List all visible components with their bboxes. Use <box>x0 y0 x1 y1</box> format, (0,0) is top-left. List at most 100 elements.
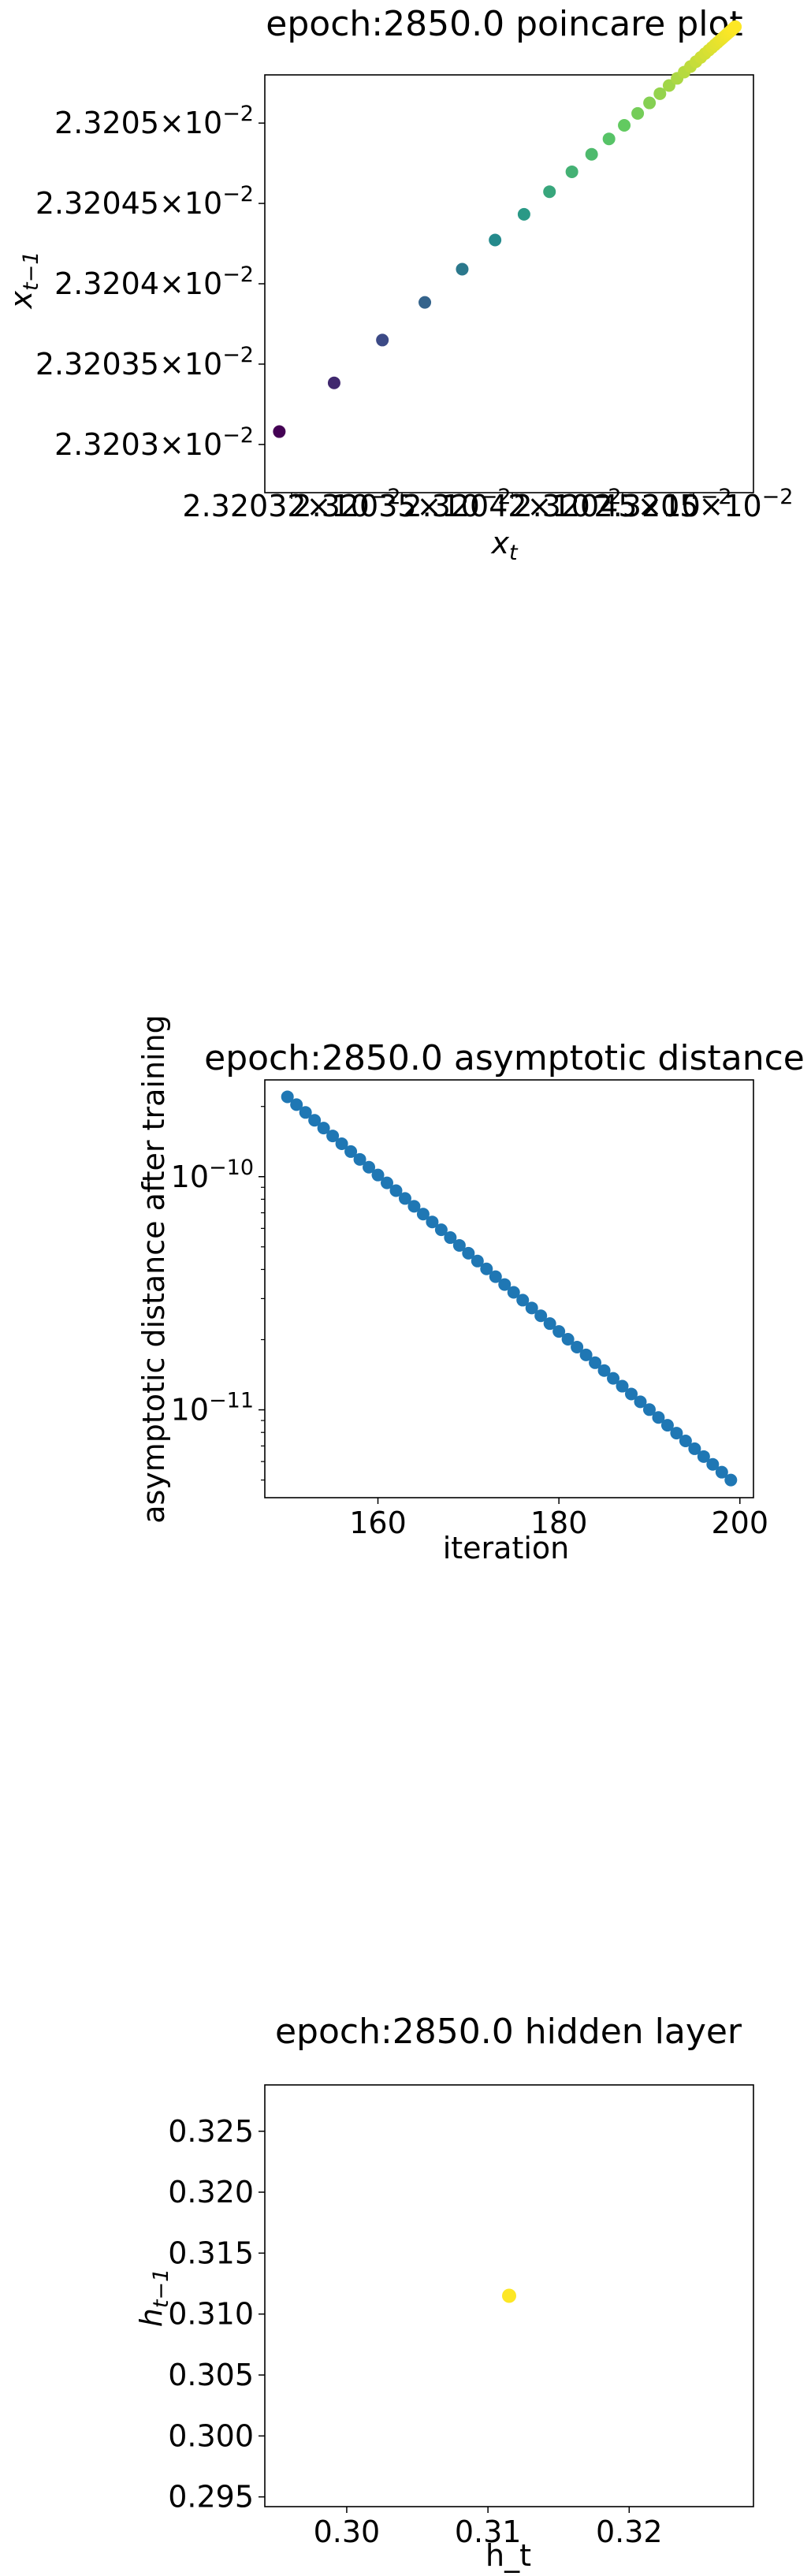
asymptotic-point <box>416 1208 430 1221</box>
poincare-point <box>631 106 645 120</box>
hidden-layer-x-tick-label: 0.31 <box>455 2515 522 2549</box>
poincare-point <box>643 96 657 110</box>
asymptotic-point <box>335 1137 348 1150</box>
asymptotic-point <box>670 1427 683 1440</box>
poincare-y-label: xt−1 <box>4 251 43 310</box>
poincare-y-tick-label: 2.32035×10−2 <box>35 343 254 382</box>
hidden-layer-x-ticks: 0.30 0.31 0.32 <box>314 2507 663 2549</box>
poincare-y-tick-label: 2.32045×10−2 <box>35 182 254 221</box>
poincare-chart: epoch:2850.0 poincare plot 2.32032×10−22… <box>4 4 793 565</box>
hidden-layer-y-tick-label: 0.300 <box>168 2418 254 2453</box>
asymptotic-point <box>326 1130 340 1143</box>
asymptotic-title: epoch:2850.0 asymptotic distance <box>204 1038 805 1078</box>
poincare-title: epoch:2850.0 poincare plot <box>266 4 742 44</box>
asymptotic-point <box>634 1395 647 1409</box>
asymptotic-point <box>697 1450 710 1463</box>
asymptotic-y-tick-label: 10−10 <box>171 1156 254 1194</box>
hidden-layer-x-tick-label: 0.30 <box>314 2515 381 2549</box>
asymptotic-points <box>281 1090 738 1487</box>
poincare-y-tick-label: 2.3205×10−2 <box>54 102 254 140</box>
asymptotic-point <box>688 1442 701 1455</box>
asymptotic-point <box>308 1114 322 1127</box>
asymptotic-point <box>715 1465 728 1479</box>
hidden-layer-y-tick-label: 0.295 <box>168 2480 254 2515</box>
poincare-x-tick-label: 2.32042×10−2 <box>403 485 621 523</box>
asymptotic-point <box>462 1246 475 1260</box>
hidden-layer-y-ticks: 0.295 0.300 0.305 0.310 0.315 0.320 0.325 <box>168 2114 265 2515</box>
poincare-point <box>419 296 432 309</box>
asymptotic-point <box>652 1411 665 1424</box>
asymptotic-point <box>616 1379 629 1393</box>
asymptotic-point <box>281 1090 294 1104</box>
hidden-layer-y-tick-label: 0.315 <box>168 2235 254 2270</box>
poincare-point <box>565 165 578 178</box>
asymptotic-point <box>724 1473 738 1487</box>
asymptotic-x-ticks: 160 180 200 <box>349 1498 768 1540</box>
poincare-x-tick-label: 2.32035×10−2 <box>292 485 511 523</box>
hidden-layer-y-label: ht−1 <box>134 2269 173 2327</box>
poincare-point <box>602 132 616 146</box>
hidden-layer-x-tick-label: 0.32 <box>596 2515 663 2549</box>
hidden-layer-points <box>502 2288 516 2303</box>
poincare-axes-frame <box>264 74 754 493</box>
asymptotic-point <box>426 1215 439 1229</box>
poincare-point <box>543 185 556 199</box>
asymptotic-point <box>452 1238 466 1252</box>
asymptotic-point <box>363 1160 376 1174</box>
poincare-point <box>662 79 675 92</box>
asymptotic-point <box>389 1184 403 1197</box>
asymptotic-point <box>543 1317 556 1331</box>
poincare-point <box>653 87 667 100</box>
asymptotic-point <box>597 1364 611 1377</box>
asymptotic-x-tick-label: 160 <box>349 1506 407 1540</box>
asymptotic-axes-frame <box>264 1079 754 1498</box>
asymptotic-point <box>561 1333 575 1346</box>
poincare-points <box>273 20 742 438</box>
asymptotic-y-tick-label: 10−11 <box>171 1389 254 1428</box>
asymptotic-point <box>660 1419 674 1432</box>
asymptotic-point <box>516 1294 530 1307</box>
hidden-layer-point <box>502 2288 516 2303</box>
asymptotic-point <box>407 1200 421 1213</box>
hidden-layer-chart: epoch:2850.0 hidden layer 0.30 0.31 0.32 0… <box>134 2012 754 2573</box>
asymptotic-point <box>552 1325 566 1338</box>
poincare-point <box>489 233 502 247</box>
hidden-layer-y-tick-label: 0.310 <box>168 2297 254 2332</box>
asymptotic-point <box>525 1301 538 1315</box>
poincare-point <box>517 207 530 221</box>
poincare-point <box>456 262 469 276</box>
asymptotic-point <box>706 1457 720 1471</box>
asymptotic-point <box>299 1106 312 1119</box>
asymptotic-point <box>571 1340 584 1353</box>
asymptotic-point <box>371 1168 385 1182</box>
asymptotic-x-label: iteration <box>443 1531 570 1565</box>
asymptotic-point <box>480 1262 493 1275</box>
poincare-y-ticks: 2.3203×10−2 2.32035×10−2 2.3204×10−2 2.3204… <box>35 102 265 462</box>
poincare-y-tick-label: 2.3204×10−2 <box>54 262 254 301</box>
poincare-x-tick-label: 2.32032×10−2 <box>182 485 400 523</box>
asymptotic-point <box>398 1192 411 1205</box>
poincare-point <box>273 425 286 438</box>
hidden-layer-axes-frame <box>264 2084 754 2507</box>
asymptotic-point <box>498 1278 512 1291</box>
poincare-point <box>376 333 389 347</box>
poincare-point <box>618 119 631 132</box>
asymptotic-y-label: asymptotic distance after training <box>136 1014 171 1524</box>
asymptotic-point <box>625 1387 638 1401</box>
poincare-x-ticks: 2.32032×10−22.32035×10−22.32042×10−22.32… <box>182 485 793 523</box>
asymptotic-point <box>317 1122 330 1135</box>
asymptotic-x-tick-label: 200 <box>712 1506 769 1540</box>
poincare-x-label: xt <box>490 526 519 565</box>
asymptotic-point <box>534 1309 548 1323</box>
asymptotic-point <box>290 1098 303 1111</box>
hidden-layer-x-label: h_t <box>485 2538 531 2573</box>
asymptotic-point <box>471 1254 484 1268</box>
asymptotic-point <box>579 1348 593 1361</box>
poincare-point <box>327 376 340 389</box>
asymptotic-point <box>607 1372 620 1385</box>
asymptotic-y-ticks: 10−10 10−11 <box>171 1106 265 1481</box>
asymptotic-point <box>507 1286 520 1299</box>
asymptotic-point <box>344 1145 358 1158</box>
asymptotic-point <box>444 1231 457 1245</box>
hidden-layer-y-tick-label: 0.320 <box>168 2175 254 2209</box>
